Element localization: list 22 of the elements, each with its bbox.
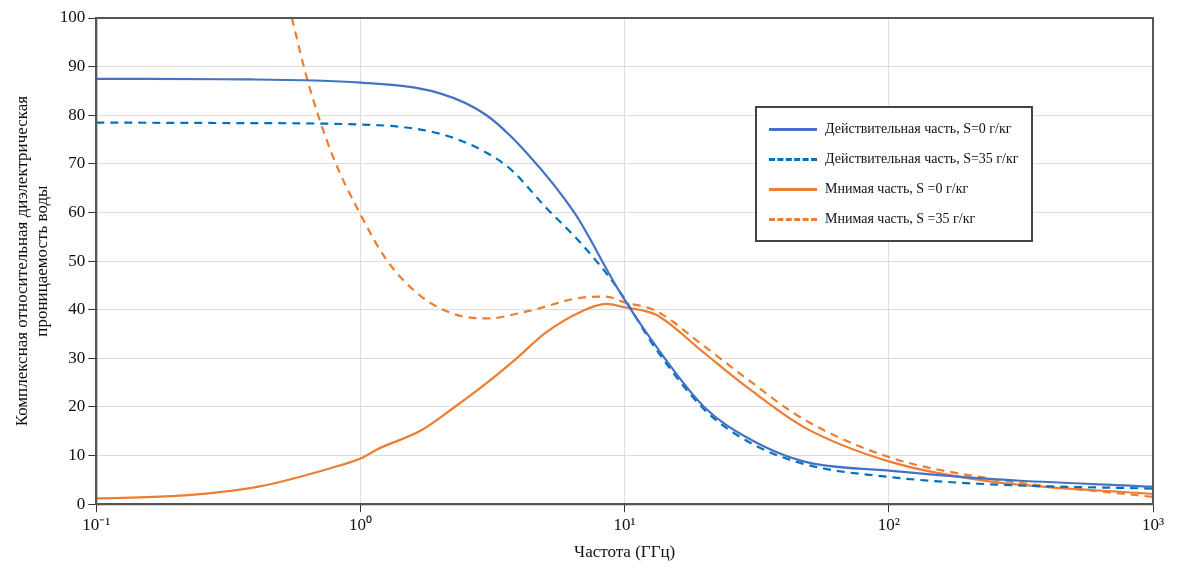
x-tick-label: 10⁻¹ [82,514,111,534]
x-tick-label: 10¹ [613,514,636,534]
y-tick-label: 90 [68,56,86,76]
x-tick-label: 10⁰ [348,514,372,534]
x-tick-label: 10² [877,514,900,534]
y-tick-label: 50 [68,250,86,270]
x-tick-label: 10³ [1141,514,1165,534]
y-tick-label: 80 [68,104,86,124]
y-tick-label: 30 [68,347,86,367]
legend-label: Мнимая часть, S =0 г/кг [825,181,969,197]
y-tick-label: 20 [68,396,86,416]
legend-label: Действительная часть, S=0 г/кг [825,121,1012,137]
y-tick-label: 100 [59,7,86,27]
y-tick-label: 0 [76,493,86,513]
x-axis-title: Частота (ГГц) [574,542,676,562]
y-tick-label: 60 [68,201,86,221]
legend-label: Действительная часть, S=35 г/кг [825,151,1019,167]
y-tick-label: 10 [68,445,86,465]
y-tick-label: 70 [68,153,86,173]
y-axis-title: Комплексная относительная диэлектрическая проницаемость воды [11,95,52,427]
legend-label: Мнимая часть, S =35 г/кг [825,211,976,227]
y-tick-label: 40 [68,299,86,319]
